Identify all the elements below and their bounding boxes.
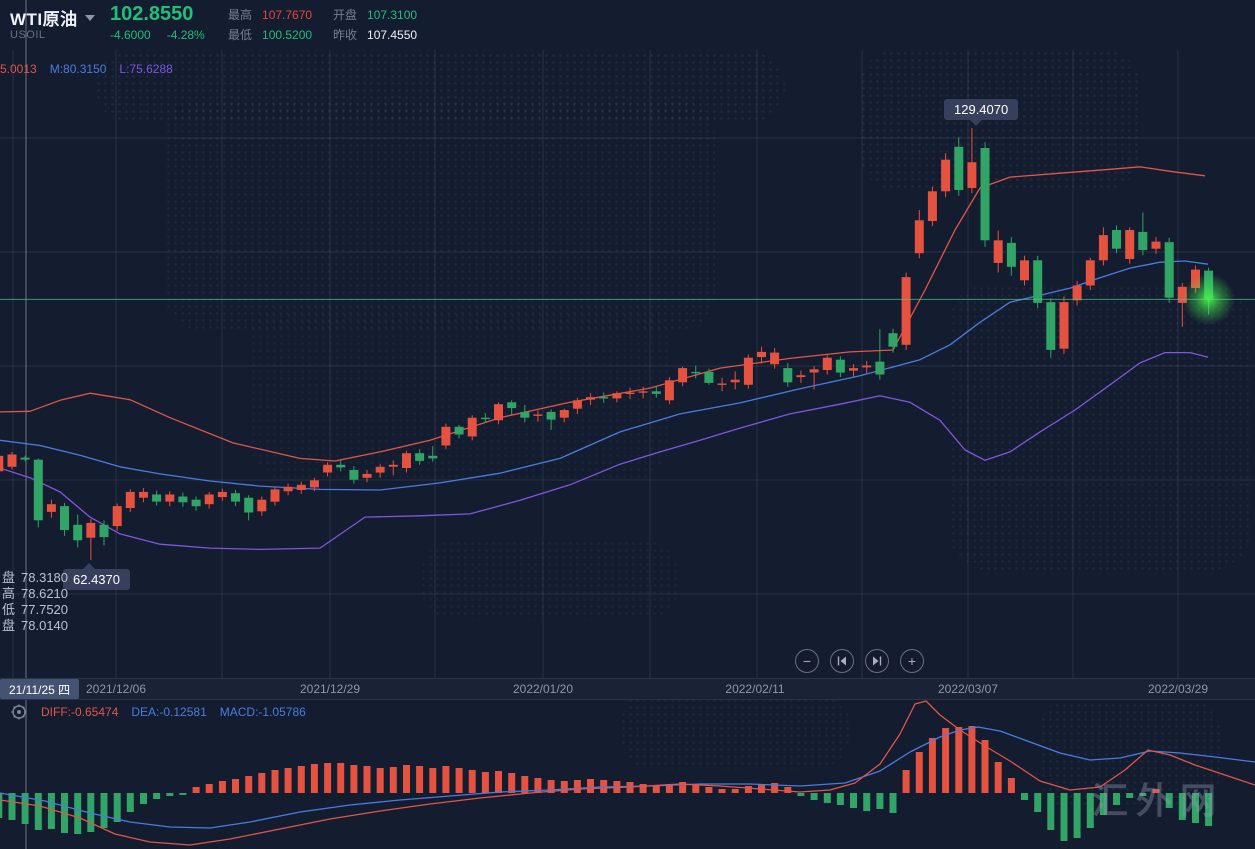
- boll-middle-value: M:80.3150: [49, 62, 107, 76]
- skip-to-end-button[interactable]: [865, 649, 889, 673]
- axis-date-label: 2022/02/11: [725, 682, 785, 696]
- macd-macd-value: MACD:-1.05786: [219, 705, 306, 719]
- chevron-down-icon[interactable]: [84, 14, 95, 21]
- axis-date-label: 2021/12/29: [299, 682, 361, 696]
- symbol-name: WTI原油: [10, 10, 78, 29]
- boll-legend: 5.0013 M:80.3150 L:75.6288: [0, 62, 173, 76]
- chart-nav-buttons: − +: [795, 649, 924, 673]
- last-price: 102.8550: [110, 3, 194, 25]
- stat-value-low: 100.5200: [262, 28, 313, 42]
- axis-date-label: 2022/03/29: [1147, 682, 1209, 696]
- site-watermark: 汇外网: [1092, 780, 1225, 821]
- symbol-selector[interactable]: WTI原油: [10, 5, 95, 30]
- date-axis[interactable]: 2021/12/06 2021/12/29 2022/01/20 2022/02/11…: [0, 678, 1255, 700]
- zoom-in-button[interactable]: +: [900, 649, 924, 673]
- minus-icon: −: [802, 653, 812, 669]
- stat-label-high: 最高: [228, 8, 253, 22]
- change-value: -4.6000: [110, 28, 151, 42]
- boll-upper-value: 5.0013: [0, 62, 37, 76]
- skip-forward-icon: [873, 656, 882, 666]
- selected-date-badge: 21/11/25 四: [0, 679, 80, 699]
- hovered-candle-ohlc: 盘 78.3180 高 78.6210 低 77.7520 盘 78.0140: [2, 570, 69, 633]
- price-change: -4.6000 -4.28%: [110, 28, 205, 42]
- stat-value-open: 107.3100: [367, 8, 418, 22]
- change-percent: -4.28%: [166, 28, 205, 42]
- stat-label-prevclose: 昨收: [333, 28, 358, 42]
- plus-icon: +: [907, 653, 917, 669]
- axis-date-label: 2021/12/06: [85, 682, 147, 696]
- axis-date-label: 2022/01/20: [512, 682, 574, 696]
- boll-lower-value: L:75.6288: [119, 62, 173, 76]
- stat-label-low: 最低: [228, 28, 253, 42]
- symbol-code: USOIL: [10, 29, 46, 41]
- stat-value-high: 107.7670: [262, 8, 313, 22]
- macd-dea-value: DEA:-0.12581: [131, 705, 207, 719]
- stat-value-prevclose: 107.4550: [367, 28, 418, 42]
- highest-price-tooltip: 129.4070: [944, 99, 1019, 126]
- indicator-settings-gear-icon[interactable]: [10, 703, 28, 721]
- macd-diff-value: DIFF:-0.65474: [41, 705, 119, 719]
- skip-back-icon: [837, 656, 846, 666]
- lowest-price-tooltip: 62.4370: [63, 563, 130, 590]
- axis-date-label: 2022/03/07: [937, 682, 999, 696]
- macd-legend: DIFF:-0.65474 DEA:-0.12581 MACD:-1.05786: [10, 703, 306, 721]
- skip-to-start-button[interactable]: [830, 649, 854, 673]
- zoom-out-button[interactable]: −: [795, 649, 819, 673]
- stat-label-open: 开盘: [333, 8, 358, 22]
